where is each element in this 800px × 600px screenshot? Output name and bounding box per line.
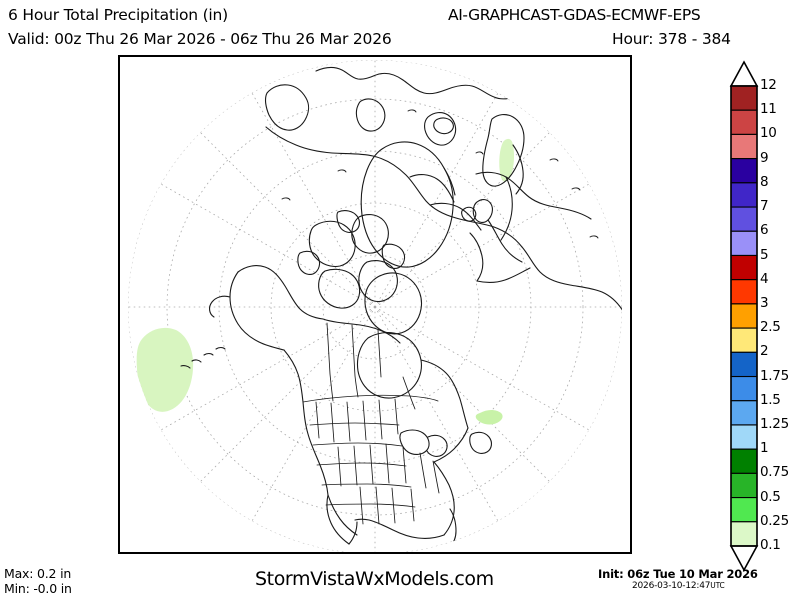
colorbar-tick-label: 9 [760, 149, 769, 166]
precip-patch-north-pacific [136, 327, 194, 412]
colorbar-tick-label: 10 [760, 125, 777, 142]
colorbar-tick-label: 1 [760, 440, 769, 457]
colorbar-band [730, 327, 758, 353]
colorbar-band [730, 182, 758, 208]
brand-watermark: StormVistaWxModels.com [255, 568, 494, 590]
colorbar-tick-label: 0.5 [760, 488, 781, 505]
colorbar-tick-label: 8 [760, 173, 769, 190]
colorbar-band [730, 279, 758, 305]
colorbar-tick-label: 1.25 [760, 415, 789, 432]
precip-patch-west-atlantic [475, 410, 503, 425]
init-time-text: Init: 06z Tue 10 Mar 2026 [598, 567, 758, 581]
timestamp-utc: UTC [710, 581, 725, 590]
timestamp-text: 2026-03-10-12:47UTC [632, 581, 725, 591]
model-name: AI-GRAPHCAST-GDAS-ECMWF-EPS [448, 6, 701, 24]
forecast-hour-text: Hour: 378 - 384 [612, 30, 731, 48]
colorbar-tick-label: 4 [760, 270, 769, 287]
colorbar-band [730, 109, 758, 135]
precip-shading [136, 138, 515, 425]
page-title: 6 Hour Total Precipitation (in) [8, 6, 229, 24]
colorbar-tick-label: 11 [760, 101, 777, 118]
colorbar-tick-label: 0.1 [760, 537, 781, 553]
colorbar-over-arrow [729, 60, 759, 87]
precip-patch-scandinavia [499, 138, 515, 182]
colorbar-tick-label: 7 [760, 198, 769, 215]
colorbar-band [730, 133, 758, 160]
colorbar-labels: 12 11 10 9 8 7 6 5 4 3 2.5 2 1.75 1.5 1.25 1 0.75 0.5 0.25… [760, 60, 800, 572]
colorbar-band [730, 375, 758, 402]
valid-time-text: Valid: 00z Thu 26 Mar 2026 - 06z Thu 26 … [8, 30, 392, 48]
colorbar-band [730, 158, 758, 184]
colorbar-band [730, 303, 758, 329]
colorbar-band [730, 472, 758, 499]
map-frame [118, 55, 632, 554]
colorbar-band [730, 424, 758, 450]
colorbar-tick-label: 2.5 [760, 319, 781, 336]
colorbar-band [730, 400, 758, 426]
colorbar-band [730, 85, 758, 111]
colorbar-band [730, 351, 758, 378]
colorbar-tick-label: 2 [760, 343, 769, 360]
coastlines [180, 66, 622, 552]
colorbar-tick-label: 0.75 [760, 464, 789, 481]
colorbar-band [730, 521, 758, 547]
colorbar-outline [730, 85, 758, 547]
colorbar-band [730, 254, 758, 281]
colorbar-band [730, 230, 758, 257]
colorbar-tick-label: 5 [760, 246, 769, 263]
colorbar-bands [730, 85, 758, 547]
timestamp-value: 2026-03-10-12:47 [632, 581, 711, 591]
colorbar-tick-label: 1.75 [760, 367, 789, 384]
max-value-text: Max: 0.2 in [4, 566, 72, 581]
colorbar-tick-label: 0.25 [760, 512, 789, 529]
colorbar-band [730, 206, 758, 232]
colorbar-band [730, 448, 758, 474]
min-value-text: Min: -0.0 in [4, 581, 72, 596]
colorbar-tick-label: 6 [760, 222, 769, 239]
colorbar [729, 60, 759, 572]
colorbar-tick-label: 12 [760, 77, 777, 93]
colorbar-tick-label: 1.5 [760, 391, 781, 408]
map-canvas [120, 57, 630, 552]
colorbar-svg [729, 60, 759, 572]
colorbar-tick-label: 3 [760, 294, 769, 311]
colorbar-band [730, 497, 758, 523]
